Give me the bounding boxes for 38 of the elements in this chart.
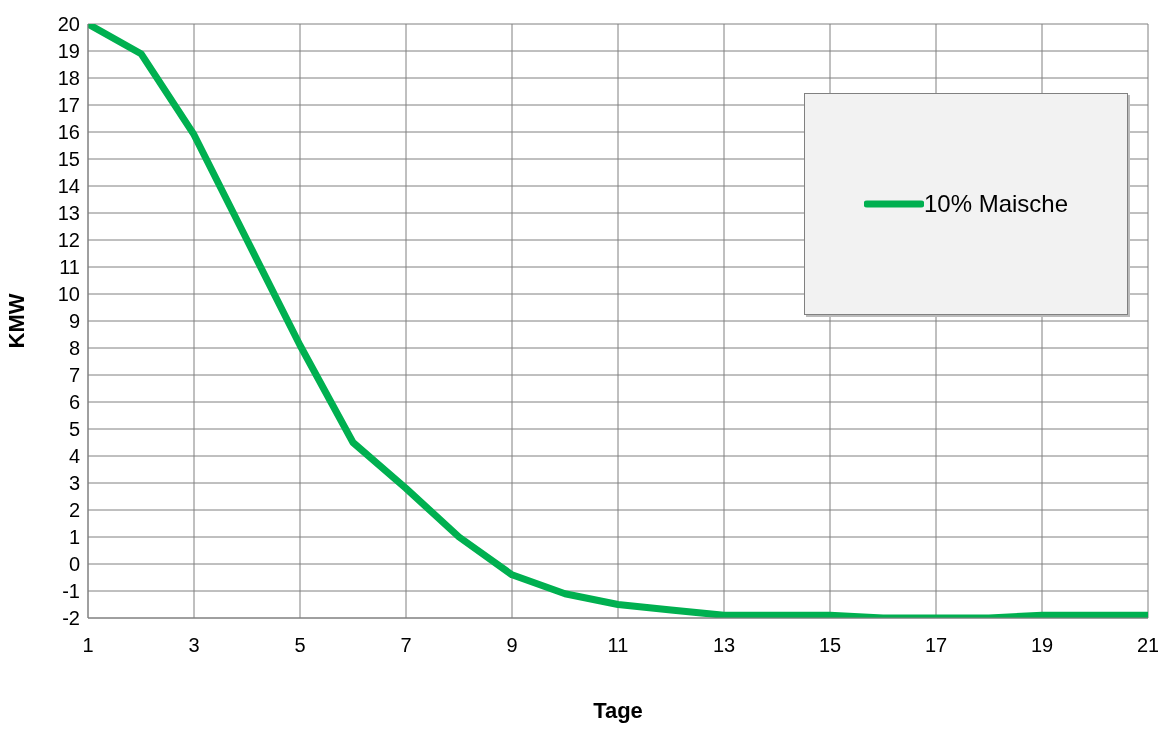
y-tick-label: 0	[68, 553, 80, 576]
y-tick-label: 11	[59, 256, 80, 279]
y-tick-label: 1	[68, 526, 80, 549]
y-tick-label: 9	[68, 310, 80, 333]
x-tick-label: 9	[506, 634, 518, 657]
y-tick-label: 10	[57, 283, 80, 306]
x-tick-label: 5	[294, 634, 306, 657]
x-axis-title: Tage	[593, 698, 643, 723]
y-tick-label: 19	[57, 40, 80, 63]
x-tick-label: 1	[82, 634, 94, 657]
y-tick-label: 12	[57, 229, 80, 252]
y-tick-label: 15	[57, 148, 80, 171]
y-tick-label: 17	[57, 94, 80, 117]
x-tick-label: 15	[818, 634, 842, 657]
y-tick-label: 18	[57, 67, 80, 90]
y-tick-label: 16	[57, 121, 80, 144]
legend-box: 10% Maische	[804, 93, 1128, 315]
x-tick-label: 19	[1030, 634, 1054, 657]
y-tick-label: 14	[57, 175, 80, 198]
y-tick-label: -1	[62, 580, 80, 603]
y-tick-label: 5	[68, 418, 80, 441]
y-tick-label: -2	[62, 607, 80, 630]
y-tick-label: 20	[57, 13, 80, 36]
legend-label: 10% Maische	[923, 190, 1069, 218]
y-tick-label: 2	[68, 499, 80, 522]
y-tick-label: 8	[68, 337, 80, 360]
y-axis-title: KMW	[3, 293, 29, 349]
y-tick-label: 4	[68, 445, 80, 468]
x-tick-label: 7	[400, 634, 412, 657]
y-tick-label: 13	[57, 202, 80, 225]
x-tick-label: 11	[607, 634, 629, 657]
y-tick-label: 7	[68, 364, 80, 387]
x-tick-label: 17	[924, 634, 948, 657]
x-tick-label: 21	[1136, 634, 1160, 657]
x-tick-label: 3	[188, 634, 200, 657]
x-tick-label: 13	[712, 634, 736, 657]
y-tick-label: 6	[68, 391, 80, 414]
y-tick-label: 3	[68, 472, 80, 495]
